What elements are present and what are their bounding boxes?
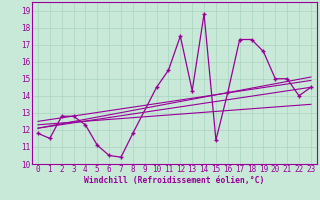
X-axis label: Windchill (Refroidissement éolien,°C): Windchill (Refroidissement éolien,°C) bbox=[84, 176, 265, 185]
